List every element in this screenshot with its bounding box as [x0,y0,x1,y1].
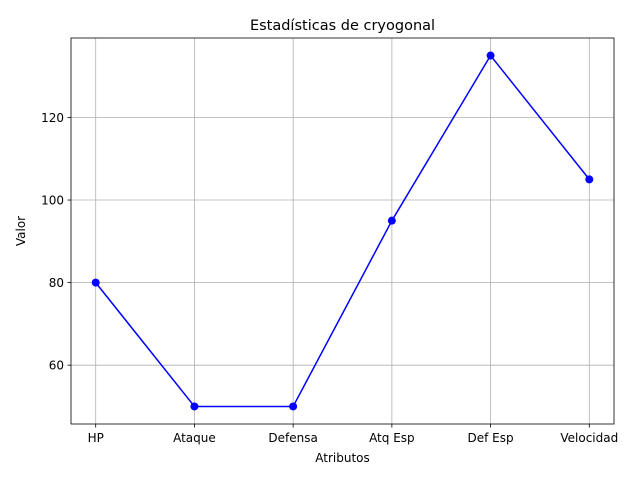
data-point [486,51,495,60]
axes [70,37,615,425]
axes-frame [70,37,615,425]
y-axis-ticks: 60 80 100 120 [41,111,71,372]
x-tick-label: HP [88,431,104,445]
x-tick-label: Defensa [268,431,317,445]
data-point [91,278,100,287]
y-axis-label: Valor [14,216,28,246]
x-tick-label: Velocidad [560,431,618,445]
y-tick-label: 80 [49,276,64,290]
data-point [190,402,199,411]
data-point [387,216,396,225]
grid-lines [71,38,614,424]
data-point [289,402,298,411]
x-axis-ticks: HP Ataque Defensa Atq Esp Def Esp Velocidad [88,424,618,445]
x-tick-label: Def Esp [468,431,514,445]
series-line [95,54,590,408]
x-axis-label: Atributos [315,451,370,465]
y-tick-label: 100 [41,193,64,207]
data-point [585,175,594,184]
plot-area [71,38,614,424]
chart-title: Estadísticas de cryogonal [250,18,435,34]
x-tick-label: Ataque [173,431,216,445]
y-tick-label: 60 [49,358,64,372]
x-tick-label: Atq Esp [369,431,415,445]
y-tick-label: 120 [41,111,64,125]
series-group [91,51,594,411]
